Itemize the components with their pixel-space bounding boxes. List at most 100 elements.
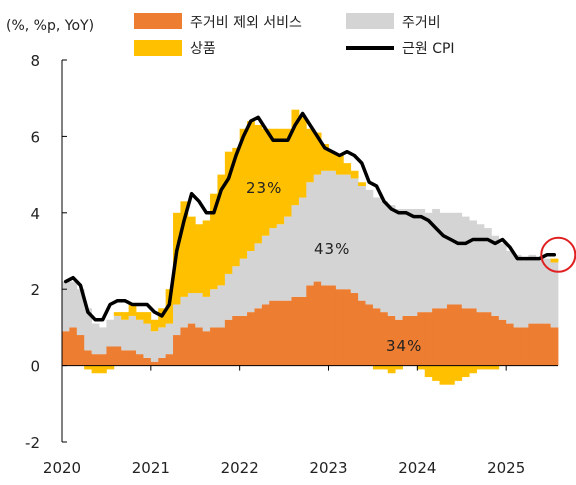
bar-housing xyxy=(313,174,322,282)
x-tick-label: 2023 xyxy=(309,459,347,477)
bar-goods xyxy=(313,132,322,175)
bar-services_ex_housing xyxy=(143,357,152,366)
bar-goods xyxy=(380,365,389,370)
bar-goods xyxy=(439,365,448,385)
bar-housing xyxy=(417,208,426,313)
bar-housing xyxy=(254,243,263,309)
bar-services_ex_housing xyxy=(402,315,411,366)
bar-services_ex_housing xyxy=(217,327,226,366)
bar-services_ex_housing xyxy=(520,327,529,366)
bar-housing xyxy=(232,266,241,316)
bar-housing xyxy=(121,319,130,351)
bar-services_ex_housing xyxy=(476,312,485,366)
bar-housing xyxy=(365,189,374,305)
bar-housing xyxy=(476,224,485,313)
y-tick-label: 6 xyxy=(30,128,40,146)
bar-goods xyxy=(180,201,189,297)
bar-services_ex_housing xyxy=(506,323,514,366)
bar-housing xyxy=(202,296,211,332)
bar-goods xyxy=(306,128,315,183)
bar-services_ex_housing xyxy=(313,281,322,366)
bar-housing xyxy=(91,323,100,355)
bar-services_ex_housing xyxy=(350,293,359,366)
bar-housing xyxy=(99,327,107,355)
bar-services_ex_housing xyxy=(210,327,218,366)
bar-goods xyxy=(461,365,470,378)
bar-goods xyxy=(91,365,100,374)
bar-services_ex_housing xyxy=(202,331,211,366)
housing-share-label: 43% xyxy=(314,240,350,258)
latest-value-highlight-circle xyxy=(540,236,576,273)
bar-goods xyxy=(343,163,352,175)
bar-goods xyxy=(247,121,255,252)
bar-goods xyxy=(224,151,233,274)
bar-goods xyxy=(121,312,130,320)
bar-housing xyxy=(173,304,181,336)
bar-services_ex_housing xyxy=(446,304,455,366)
bar-services_ex_housing xyxy=(528,323,537,366)
bar-housing xyxy=(239,258,248,316)
bar-goods xyxy=(469,365,477,374)
bar-services_ex_housing xyxy=(187,323,196,366)
x-tick-label: 2021 xyxy=(132,459,170,477)
bar-housing xyxy=(62,281,70,332)
legend-swatch-housing xyxy=(346,13,394,29)
bar-goods xyxy=(350,170,359,179)
bar-goods xyxy=(128,304,137,316)
bar-goods xyxy=(550,258,559,263)
y-tick-label: 8 xyxy=(30,52,40,70)
bar-services_ex_housing xyxy=(84,350,93,366)
bar-housing xyxy=(180,296,189,328)
bar-goods xyxy=(239,128,248,259)
bar-goods xyxy=(291,109,300,206)
bar-housing xyxy=(343,174,352,290)
bar-goods xyxy=(202,220,211,297)
bar-services_ex_housing xyxy=(498,319,507,366)
bar-housing xyxy=(150,331,159,362)
bar-housing xyxy=(210,289,218,328)
bar-housing xyxy=(187,293,196,324)
bar-services_ex_housing xyxy=(454,304,463,366)
bar-housing xyxy=(380,201,389,313)
bar-services_ex_housing xyxy=(365,304,374,366)
bar-services_ex_housing xyxy=(424,312,433,366)
bar-housing xyxy=(506,251,514,324)
bar-goods xyxy=(387,365,396,374)
bar-housing xyxy=(276,224,285,301)
bar-housing xyxy=(424,212,433,313)
bar-goods xyxy=(195,224,204,294)
bar-housing xyxy=(550,262,559,328)
bar-goods xyxy=(150,319,159,332)
bar-goods xyxy=(254,124,263,244)
bar-services_ex_housing xyxy=(395,319,403,366)
bar-services_ex_housing xyxy=(76,335,85,366)
goods-share-label: 23% xyxy=(246,179,282,197)
bar-services_ex_housing xyxy=(128,350,137,366)
bar-services_ex_housing xyxy=(409,315,418,366)
bar-housing xyxy=(136,319,144,355)
bar-housing xyxy=(106,319,115,347)
bar-housing xyxy=(158,327,167,358)
bar-housing xyxy=(395,208,403,320)
bar-services_ex_housing xyxy=(158,357,167,366)
bar-services_ex_housing xyxy=(254,308,263,366)
bar-services_ex_housing xyxy=(535,323,544,366)
y-tick-label: 4 xyxy=(30,205,40,223)
bar-housing xyxy=(543,258,551,324)
bar-services_ex_housing xyxy=(247,312,255,366)
bar-goods xyxy=(476,365,485,370)
legend: 주거비 제외 서비스 주거비 상품 근원 CPI xyxy=(134,13,455,57)
bar-services_ex_housing xyxy=(372,308,381,366)
bar-services_ex_housing xyxy=(387,315,396,366)
bar-goods xyxy=(395,365,403,370)
bar-services_ex_housing xyxy=(150,361,159,366)
bar-housing xyxy=(217,285,226,328)
bar-housing xyxy=(69,281,78,328)
bar-services_ex_housing xyxy=(113,346,122,366)
bar-goods xyxy=(328,151,337,171)
bar-housing xyxy=(446,212,455,305)
bar-housing xyxy=(350,178,359,294)
bar-services_ex_housing xyxy=(224,319,233,366)
y-tick-label: -2 xyxy=(25,434,40,452)
bar-housing xyxy=(498,243,507,320)
